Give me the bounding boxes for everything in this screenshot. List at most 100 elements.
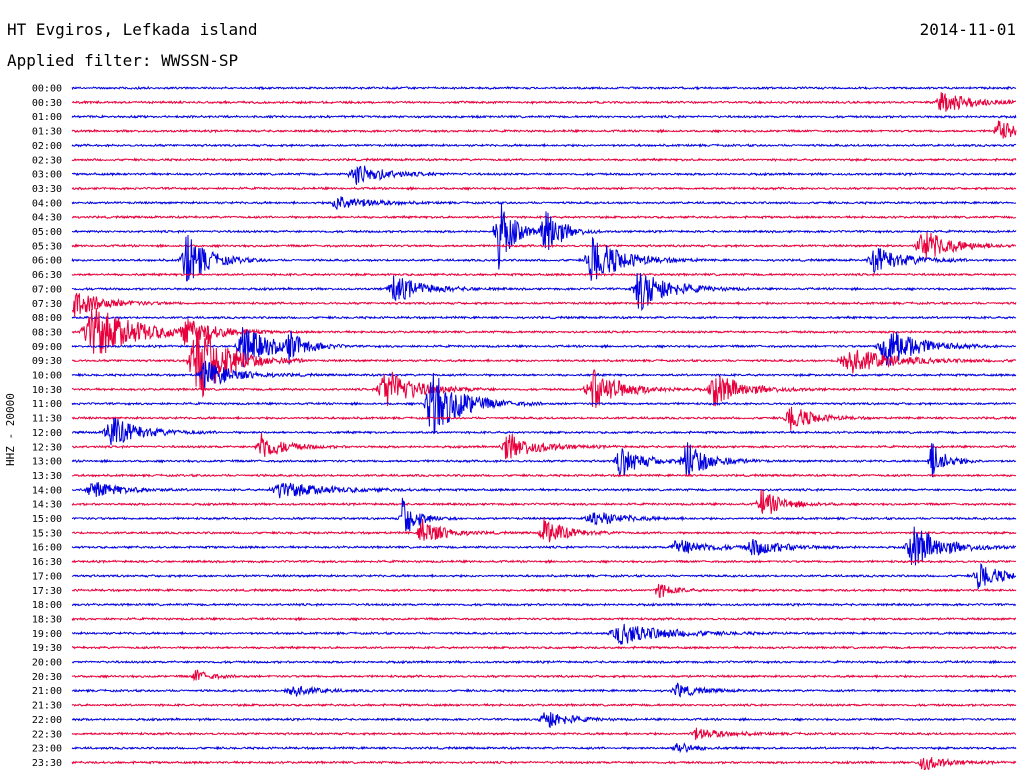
trace-row <box>71 372 1017 435</box>
trace-row <box>71 308 1017 354</box>
row-time-label: 03:00 <box>32 170 62 181</box>
trace-row <box>71 360 1017 390</box>
trace-row <box>71 185 1017 192</box>
row-time-label: 02:00 <box>32 141 62 152</box>
row-time-label: 17:30 <box>32 586 62 597</box>
trace-row <box>71 406 1017 431</box>
row-time-label: 00:00 <box>32 84 62 95</box>
trace-row <box>71 442 1017 478</box>
trace-row <box>71 234 1017 282</box>
trace-row <box>71 417 1017 446</box>
row-time-label: 08:00 <box>32 313 62 324</box>
row-time-label: 01:30 <box>32 127 62 138</box>
row-time-label: 22:30 <box>32 729 62 740</box>
trace-row <box>71 142 1017 148</box>
trace-row <box>71 114 1017 120</box>
trace-row <box>71 85 1017 91</box>
row-time-label: 22:00 <box>32 715 62 726</box>
trace-row <box>71 473 1017 478</box>
row-time-label: 21:00 <box>32 686 62 697</box>
trace-row <box>71 682 1017 698</box>
row-time-label: 19:00 <box>32 629 62 640</box>
row-time-label: 17:00 <box>32 571 62 582</box>
trace-row <box>71 196 1017 210</box>
trace-row <box>71 742 1017 754</box>
row-time-label: 04:30 <box>32 213 62 224</box>
trace-row <box>71 157 1017 163</box>
trace-row <box>71 645 1017 651</box>
trace-row <box>71 497 1017 532</box>
trace-row <box>71 214 1017 220</box>
trace-row <box>71 327 1016 399</box>
trace-row <box>72 712 1016 729</box>
row-time-label: 08:30 <box>32 327 62 338</box>
trace-row <box>71 120 1017 139</box>
row-time-label: 10:30 <box>32 385 62 396</box>
trace-row <box>71 315 1017 321</box>
trace-row <box>71 702 1017 708</box>
row-time-label: 16:30 <box>32 557 62 568</box>
row-time-label: 10:00 <box>32 371 62 382</box>
trace-row <box>71 292 1017 317</box>
trace-row <box>71 526 1017 566</box>
trace-row <box>72 433 1017 460</box>
row-time-label: 12:30 <box>32 442 62 453</box>
trace-row <box>71 165 1017 185</box>
trace-row <box>71 727 1017 740</box>
trace-row <box>71 583 1017 599</box>
row-time-label: 05:30 <box>32 241 62 252</box>
trace-row <box>71 616 1016 622</box>
trace-row <box>71 602 1017 608</box>
row-time-label: 06:00 <box>32 256 62 267</box>
trace-row <box>71 518 1017 543</box>
station-title: HT Evgiros, Lefkada island <box>7 20 258 39</box>
row-time-label: 18:30 <box>32 614 62 625</box>
trace-row <box>71 232 1017 259</box>
row-time-label: 21:30 <box>32 701 62 712</box>
trace-row <box>71 489 1017 514</box>
row-time-label: 09:30 <box>32 356 62 367</box>
row-time-label: 19:30 <box>32 643 62 654</box>
row-time-label: 13:00 <box>32 457 62 468</box>
row-time-label: 01:00 <box>32 112 62 123</box>
trace-row <box>71 482 1017 499</box>
trace-row <box>71 669 1017 682</box>
row-time-label: 14:00 <box>32 485 62 496</box>
row-time-label: 23:30 <box>32 758 62 769</box>
row-time-label: 20:30 <box>32 672 62 683</box>
row-time-label: 15:00 <box>32 514 62 525</box>
row-time-label: 02:30 <box>32 155 62 166</box>
row-time-label: 13:30 <box>32 471 62 482</box>
trace-row <box>71 92 1017 112</box>
row-time-label: 16:00 <box>32 543 62 554</box>
trace-row <box>71 369 1017 408</box>
row-time-label: 23:00 <box>32 744 62 755</box>
row-time-label: 20:00 <box>32 658 62 669</box>
row-time-label: 07:00 <box>32 284 62 295</box>
trace-row <box>71 757 1017 771</box>
row-time-label: 15:30 <box>32 528 62 539</box>
trace-row <box>71 203 1017 270</box>
row-time-label: 12:00 <box>32 428 62 439</box>
row-time-label: 04:00 <box>32 198 62 209</box>
row-time-label: 11:00 <box>32 399 62 410</box>
trace-row <box>71 272 1017 312</box>
row-time-label: 05:00 <box>32 227 62 238</box>
date-label: 2014-11-01 <box>919 20 1016 39</box>
row-time-label: 03:30 <box>32 184 62 195</box>
row-time-label: 07:30 <box>32 299 62 310</box>
trace-row <box>71 659 1017 665</box>
row-time-label: 00:30 <box>32 98 62 109</box>
trace-row <box>71 559 1017 565</box>
filter-label: Applied filter: WWSSN-SP <box>7 51 239 70</box>
trace-row <box>71 272 1017 278</box>
row-time-label: 11:30 <box>32 414 62 425</box>
row-time-label: 09:00 <box>32 342 62 353</box>
row-time-label: 14:30 <box>32 500 62 511</box>
row-time-label: 18:00 <box>32 600 62 611</box>
row-time-label: 06:30 <box>32 270 62 281</box>
trace-row <box>72 623 1017 645</box>
trace-row <box>71 563 1017 589</box>
trace-row <box>71 327 1017 368</box>
